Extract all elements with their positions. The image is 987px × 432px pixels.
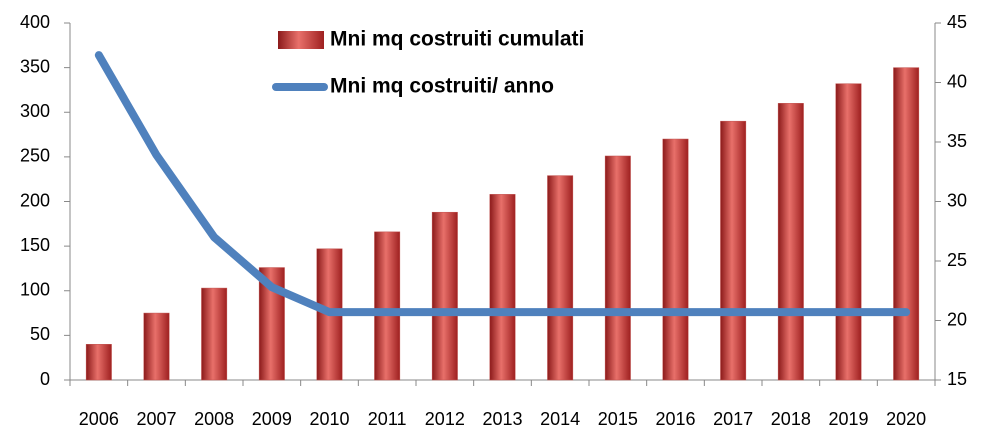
bar	[662, 138, 689, 381]
x-tick-label: 2011	[368, 409, 407, 429]
x-tick-label: 2010	[309, 409, 349, 429]
x-tick-label: 2014	[540, 409, 580, 429]
x-tick-label: 2015	[598, 409, 638, 429]
y2-tick-label: 20	[947, 309, 967, 329]
bar	[201, 287, 228, 381]
x-tick-label: 2019	[828, 409, 868, 429]
y-tick-label: 100	[20, 280, 50, 300]
y-tick-label: 0	[40, 369, 50, 389]
bar	[604, 155, 631, 381]
y2-tick-label: 25	[947, 250, 967, 270]
x-tick-label: 2020	[886, 409, 926, 429]
y2-tick-label: 35	[947, 131, 967, 151]
y2-tick-label: 15	[947, 369, 967, 389]
bar	[835, 83, 862, 381]
bar	[777, 103, 804, 381]
legend-label: Mni mq costruiti cumulati	[330, 28, 584, 51]
bar	[489, 194, 516, 381]
legend-swatch	[278, 31, 324, 49]
x-tick-label: 2018	[771, 409, 811, 429]
x-tick-label: 2017	[713, 409, 753, 429]
x-tick-label: 2016	[655, 409, 695, 429]
bar	[431, 211, 458, 381]
y-tick-label: 200	[20, 190, 50, 210]
bar	[893, 67, 920, 381]
y2-tick-label: 40	[947, 71, 967, 91]
x-tick-label: 2006	[79, 409, 119, 429]
y2-tick-label: 30	[947, 190, 967, 210]
bar	[547, 175, 574, 381]
bar	[720, 120, 747, 381]
y-tick-label: 250	[20, 146, 50, 166]
y2-tick-label: 45	[947, 12, 967, 32]
y-tick-label: 400	[20, 12, 50, 32]
bar	[143, 312, 170, 381]
legend-label: Mni mq costruiti/ anno	[330, 75, 554, 98]
y-tick-label: 300	[20, 101, 50, 121]
x-tick-label: 2013	[482, 409, 522, 429]
x-tick-label: 2008	[194, 409, 234, 429]
x-tick-label: 2012	[425, 409, 465, 429]
bar	[85, 344, 112, 381]
y-tick-label: 50	[30, 324, 50, 344]
y-tick-label: 150	[20, 235, 50, 255]
x-tick-label: 2007	[136, 409, 176, 429]
x-tick-label: 2009	[252, 409, 292, 429]
y-tick-label: 350	[20, 56, 50, 76]
bar	[374, 231, 401, 381]
line	[94, 51, 911, 317]
